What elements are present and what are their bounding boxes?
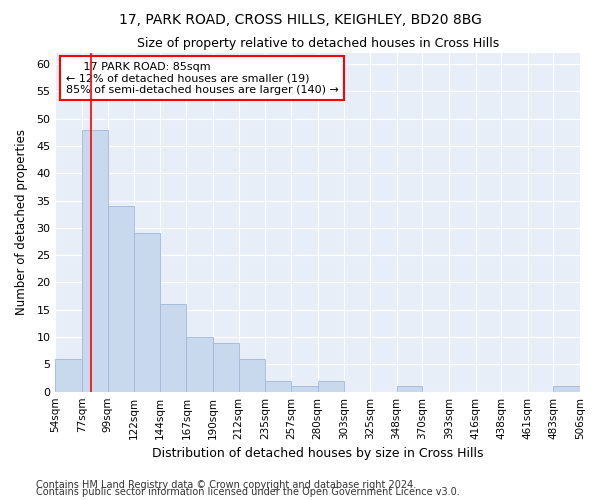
Bar: [239, 359, 265, 392]
Bar: [265, 381, 291, 392]
Text: 17 PARK ROAD: 85sqm     
← 12% of detached houses are smaller (19)
85% of semi-d: 17 PARK ROAD: 85sqm ← 12% of detached ho…: [66, 62, 338, 94]
Bar: [187, 337, 213, 392]
Y-axis label: Number of detached properties: Number of detached properties: [15, 130, 28, 316]
Text: Contains public sector information licensed under the Open Government Licence v3: Contains public sector information licen…: [36, 487, 460, 497]
Bar: [317, 381, 344, 392]
Bar: [397, 386, 422, 392]
X-axis label: Distribution of detached houses by size in Cross Hills: Distribution of detached houses by size …: [152, 447, 484, 460]
Bar: [134, 234, 160, 392]
Bar: [553, 386, 580, 392]
Bar: [107, 206, 134, 392]
Title: Size of property relative to detached houses in Cross Hills: Size of property relative to detached ho…: [137, 38, 499, 51]
Bar: [82, 130, 107, 392]
Text: Contains HM Land Registry data © Crown copyright and database right 2024.: Contains HM Land Registry data © Crown c…: [36, 480, 416, 490]
Text: 17, PARK ROAD, CROSS HILLS, KEIGHLEY, BD20 8BG: 17, PARK ROAD, CROSS HILLS, KEIGHLEY, BD…: [119, 12, 481, 26]
Bar: [213, 342, 239, 392]
Bar: [160, 304, 187, 392]
Bar: [55, 359, 82, 392]
Bar: [291, 386, 317, 392]
